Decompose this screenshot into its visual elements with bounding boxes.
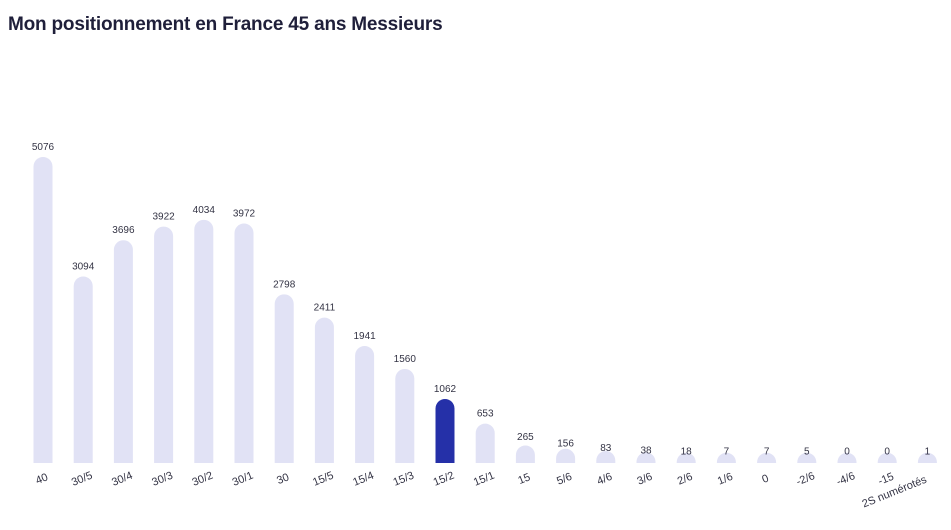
bar-group: 653 15/1	[472, 409, 496, 489]
value-label: 1	[925, 447, 931, 458]
category-label: 30	[275, 471, 291, 487]
bar-highlighted[interactable]	[435, 398, 455, 463]
bar[interactable]	[73, 276, 93, 463]
value-label: 3696	[112, 225, 135, 236]
bar-group: 3094 30/5	[70, 261, 95, 488]
value-label: 83	[600, 443, 612, 454]
bar[interactable]	[475, 423, 495, 463]
bar[interactable]	[556, 448, 576, 463]
bar[interactable]	[716, 452, 736, 463]
bar-group: 1560 15/3	[391, 354, 416, 489]
value-label: 5076	[32, 142, 55, 153]
bar[interactable]	[154, 226, 174, 463]
bar-group: 18 2/6	[676, 447, 696, 488]
bar-group: 3922 30/3	[150, 212, 175, 489]
bar[interactable]	[355, 345, 375, 463]
value-label: 1941	[353, 331, 376, 342]
category-label: 0	[760, 473, 770, 486]
category-label: -2/6	[795, 470, 817, 488]
bar-group: 5076 40	[32, 142, 55, 487]
bar[interactable]	[757, 452, 777, 463]
category-label: 15/5	[311, 470, 335, 489]
category-label: 30/1	[231, 470, 255, 489]
bar[interactable]	[234, 223, 254, 463]
category-label: 2/6	[676, 471, 695, 488]
category-label: 3/6	[636, 471, 655, 488]
bar[interactable]	[194, 219, 214, 463]
category-label: 30/2	[190, 470, 214, 489]
bar-group: 2798 30	[273, 279, 296, 487]
bar[interactable]	[636, 452, 656, 463]
category-label: 30/5	[70, 470, 94, 489]
bar[interactable]	[837, 452, 857, 463]
value-label: 2798	[273, 279, 296, 290]
bar-group: 2411 15/5	[311, 303, 335, 489]
category-label: 30/4	[110, 470, 134, 489]
value-label: 5	[804, 447, 810, 458]
chart-title: Mon positionnement en France 45 ans Mess…	[8, 14, 443, 35]
value-label: 3922	[152, 212, 175, 223]
bar-group: 0 -15	[876, 447, 897, 488]
bar-group: 265 15	[515, 432, 535, 487]
value-label: 7	[724, 447, 730, 458]
bar-group: 83 4/6	[595, 443, 616, 488]
bar-group: 3972 30/1	[231, 209, 256, 489]
bar-group: 0 -4/6	[835, 447, 857, 489]
bar[interactable]	[274, 294, 294, 463]
value-label: 2411	[314, 303, 336, 314]
bar-group: 5 -2/6	[795, 447, 817, 489]
category-label: 4/6	[595, 471, 614, 488]
bar[interactable]	[877, 452, 897, 463]
value-label: 156	[557, 439, 574, 450]
bar-group: 156 5/6	[555, 439, 576, 488]
category-label: 5/6	[555, 471, 574, 488]
category-label: -4/6	[835, 470, 857, 488]
category-label: 15/1	[472, 470, 496, 489]
value-label: 1560	[394, 354, 417, 365]
category-label: 15/2	[432, 470, 456, 489]
bar[interactable]	[33, 157, 53, 463]
value-label: 18	[681, 447, 693, 458]
bar-group: 4034 30/2	[190, 205, 215, 489]
category-label: 1/6	[716, 471, 735, 488]
bar[interactable]	[515, 445, 535, 463]
bar[interactable]	[917, 452, 937, 463]
bar[interactable]	[113, 240, 133, 463]
category-label: -15	[876, 471, 895, 488]
value-label: 265	[517, 432, 534, 443]
category-label: 15	[516, 471, 532, 487]
value-label: 3094	[72, 261, 95, 272]
value-label: 0	[844, 447, 850, 458]
bar[interactable]	[596, 451, 616, 463]
category-label: 15/4	[351, 470, 375, 489]
category-label: 30/3	[150, 470, 174, 489]
value-label: 653	[477, 409, 494, 420]
bar[interactable]	[314, 317, 334, 463]
bar-group: 1 2S numérotés	[861, 447, 937, 510]
bar[interactable]	[797, 452, 817, 463]
value-label: 1062	[434, 384, 457, 395]
bar-group: 1062 15/2	[432, 384, 457, 489]
value-label: 38	[640, 446, 652, 457]
bar-group: 3696 30/4	[110, 225, 135, 489]
value-label: 4034	[193, 205, 216, 216]
category-label: 2S numérotés	[861, 473, 929, 510]
category-label: 15/3	[391, 470, 415, 489]
bar-group: 1941 15/4	[351, 331, 376, 489]
bar-group: 70	[757, 447, 777, 486]
value-label: 0	[884, 447, 890, 458]
bar[interactable]	[676, 452, 696, 463]
value-label: 7	[764, 447, 770, 458]
bar[interactable]	[395, 368, 415, 463]
bar-group: 7 1/6	[716, 447, 736, 488]
value-label: 3972	[233, 209, 256, 220]
category-label: 40	[34, 471, 50, 487]
bar-group: 38 3/6	[636, 446, 656, 488]
